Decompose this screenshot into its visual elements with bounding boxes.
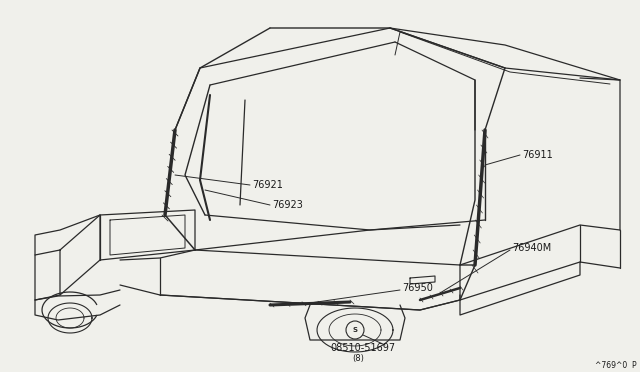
Text: 76923: 76923 — [272, 200, 303, 210]
Text: 76940M: 76940M — [512, 243, 551, 253]
Text: ^769^0  P: ^769^0 P — [595, 360, 637, 369]
Text: (8): (8) — [352, 353, 364, 362]
Text: 76950: 76950 — [402, 283, 433, 293]
Text: S: S — [353, 327, 358, 333]
Text: 08510-51697: 08510-51697 — [330, 343, 395, 353]
Text: 76911: 76911 — [522, 150, 553, 160]
Text: 76921: 76921 — [252, 180, 283, 190]
